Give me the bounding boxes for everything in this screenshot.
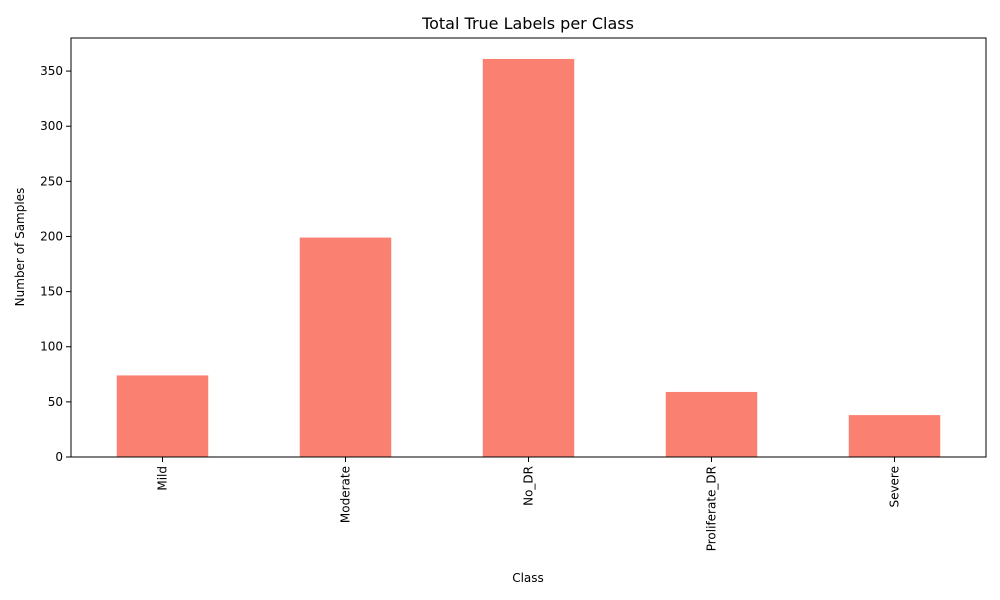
bar-moderate [299,237,392,457]
y-tick-label-300: 300 [40,119,63,133]
y-tick-label-100: 100 [40,340,63,354]
bars-group [116,58,941,457]
plot-frame [70,37,987,458]
y-tick-label-250: 250 [40,174,63,188]
x-tick-label-moderate: Moderate [339,466,353,523]
y-axis-label: Number of Samples [13,188,27,307]
x-tick-label-severe: Severe [888,466,902,508]
y-tick-label-350: 350 [40,64,63,78]
bar-no-dr [482,58,575,457]
x-axis-label: Class [512,571,544,585]
y-tick-label-50: 50 [48,395,63,409]
chart-title: Total True Labels per Class [421,14,634,33]
y-tick-label-0: 0 [55,450,63,464]
x-tick-label-no-dr: No_DR [522,466,536,506]
bar-severe [848,415,941,457]
x-tick-label-proliferate-dr: Proliferate_DR [705,466,719,551]
x-axis-ticks: Mild Moderate No_DR Proliferate_DR Severe [156,457,902,551]
y-axis-ticks: 0 50 100 150 200 250 300 350 [40,64,71,464]
x-tick-label-mild: Mild [156,466,170,491]
bar-mild [116,375,209,457]
y-tick-label-200: 200 [40,229,63,243]
bar-proliferate-dr [665,391,758,457]
y-tick-label-150: 150 [40,285,63,299]
